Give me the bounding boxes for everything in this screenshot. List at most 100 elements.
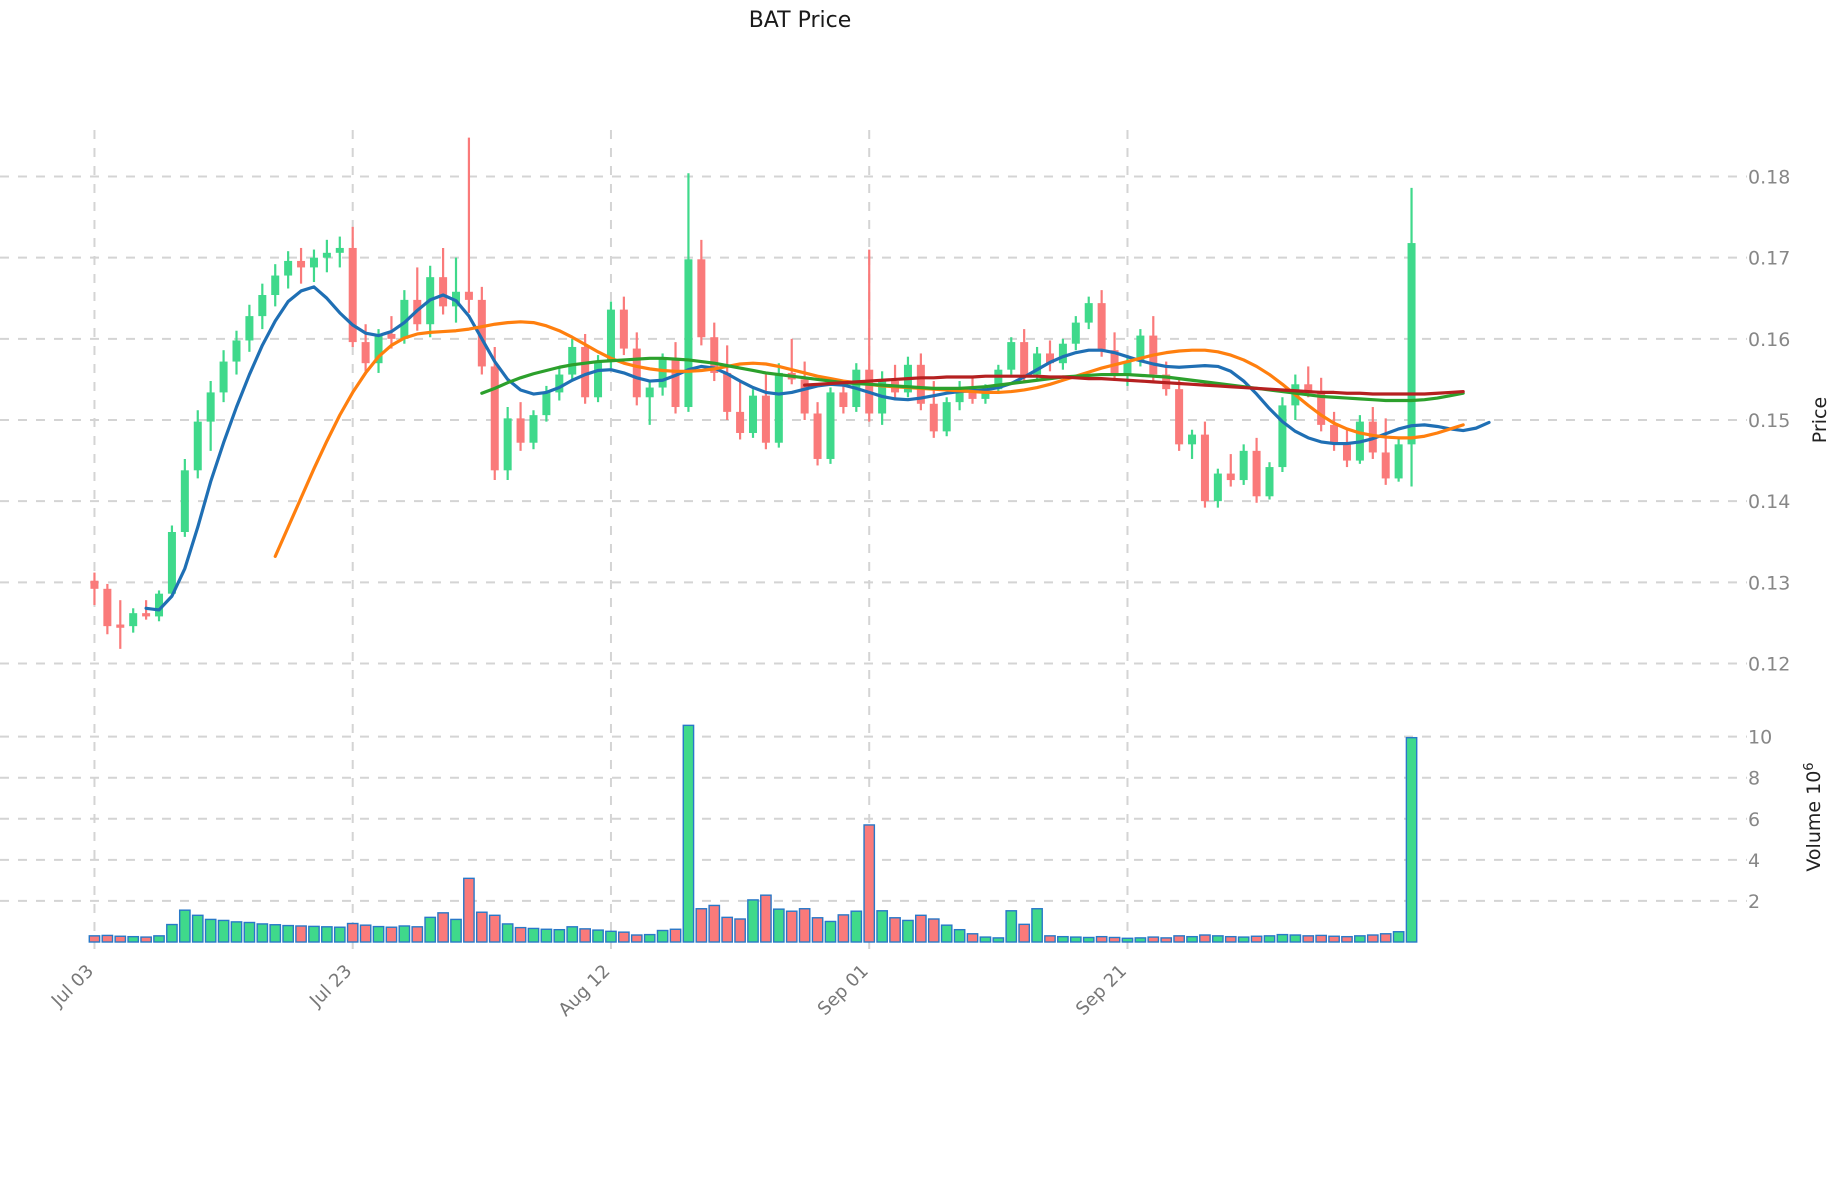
volume-bar — [1302, 935, 1315, 943]
volume-bar — [682, 724, 695, 943]
volume-bar — [1199, 934, 1211, 943]
volume-bar — [127, 935, 140, 943]
date-tick-label: Aug 12 — [555, 961, 615, 1021]
price-axis-title: Price — [1809, 397, 1831, 443]
candle-body — [490, 366, 499, 471]
volume-bar — [178, 909, 191, 943]
volume-bar — [695, 908, 708, 943]
volume-bar — [269, 924, 282, 943]
volume-tick-label: 6 — [1748, 809, 1760, 831]
volume-bar — [914, 914, 927, 943]
volume-tick-label: 2 — [1748, 891, 1760, 913]
candle-body — [1342, 444, 1351, 461]
volume-bar — [204, 918, 217, 943]
volume-bar — [618, 931, 630, 943]
ma-line-ma-blue — [144, 285, 1491, 612]
volume-bar — [1237, 936, 1250, 943]
candle-body — [1213, 473, 1222, 502]
page-title: BAT Price — [748, 8, 852, 33]
candle-body — [645, 387, 654, 398]
volume-bar — [372, 925, 385, 943]
candle-body — [258, 295, 267, 317]
candle-body — [155, 593, 164, 617]
candle-body — [710, 337, 719, 373]
volume-bar — [114, 935, 127, 943]
axis-titles: Price Volume 106 — [1802, 397, 1831, 872]
candle-body — [994, 369, 1003, 390]
candle-body — [516, 418, 525, 443]
candle-body — [594, 361, 603, 398]
volume-bar — [592, 929, 604, 943]
date-tick-label: Sep 01 — [814, 961, 873, 1020]
candle-body — [167, 532, 176, 594]
volume-bar — [1082, 936, 1095, 943]
volume-axis-title: Volume 106 — [1802, 762, 1825, 871]
candle-body — [142, 613, 151, 617]
candle-body — [774, 372, 783, 443]
volume-bar — [1160, 937, 1173, 943]
volume-bar — [1341, 935, 1353, 943]
candle-body — [297, 260, 306, 268]
volume-bar — [1095, 935, 1108, 943]
volume-bar — [385, 926, 398, 943]
volume-bar — [566, 926, 579, 943]
volume-bar — [217, 919, 230, 943]
candle-body — [1020, 342, 1029, 375]
candle-body — [942, 402, 951, 432]
candle-body — [1123, 361, 1132, 375]
candle-body — [1317, 390, 1326, 425]
volume-bar — [876, 910, 888, 943]
candle-body — [813, 413, 822, 459]
volume-bar — [1134, 937, 1147, 943]
volume-bar — [230, 921, 243, 943]
volume-bar — [708, 904, 721, 943]
ma-line-ma-green — [480, 356, 1465, 403]
volume-bar — [863, 824, 876, 943]
candle-body — [477, 299, 486, 367]
candle-body — [697, 259, 706, 338]
price-tick-label: 0.16 — [1748, 329, 1790, 351]
volume-bar — [514, 926, 527, 943]
volume-bar — [1018, 923, 1031, 943]
candle-body — [387, 333, 396, 339]
candle-body — [968, 387, 977, 399]
candle-body — [116, 624, 125, 628]
candle-body — [219, 361, 228, 393]
date-tick-label: Jul 23 — [305, 961, 356, 1012]
price-tick-label: 0.17 — [1748, 248, 1790, 270]
ma-line-ma-darkred — [803, 374, 1465, 396]
candle-body — [568, 346, 577, 375]
candle-body — [1136, 335, 1145, 362]
candle-body — [1200, 434, 1209, 502]
volume-bar — [1031, 908, 1043, 943]
candle-body — [129, 613, 138, 627]
candle-body — [839, 392, 848, 408]
volume-bar — [953, 928, 966, 943]
moving-average-lines-layer — [144, 285, 1491, 612]
candle-body — [916, 364, 925, 404]
candle-body — [955, 387, 964, 403]
candle-body — [1239, 450, 1248, 481]
volume-axis-ticks: 10 8 6 4 2 — [1748, 727, 1772, 913]
volume-bar — [101, 934, 114, 943]
candle-body — [348, 247, 357, 343]
volume-bar — [463, 877, 475, 943]
candle-body — [1033, 353, 1042, 375]
candlesticks-layer — [90, 137, 1416, 649]
candle-body — [1407, 243, 1416, 445]
volume-bar — [1276, 933, 1289, 943]
candle-body — [1007, 342, 1016, 370]
volume-bar — [721, 916, 734, 943]
volume-bar — [1211, 935, 1224, 943]
volume-bar — [308, 925, 320, 943]
candle-body — [684, 259, 693, 408]
volume-bar — [992, 937, 1005, 943]
candle-body — [400, 299, 409, 339]
volume-bar — [1289, 934, 1302, 943]
volume-bar — [760, 894, 772, 943]
volume-bar — [579, 928, 592, 943]
volume-bar — [1250, 935, 1263, 943]
candle-body — [529, 415, 538, 443]
volume-bar — [1379, 933, 1392, 943]
